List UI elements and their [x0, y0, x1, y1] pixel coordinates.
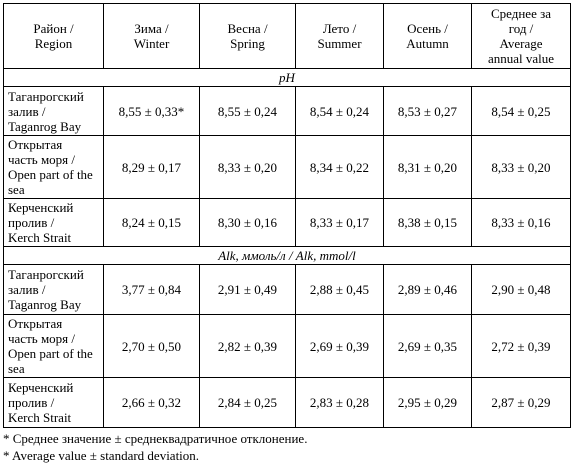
table-row: Открытая часть моря / Open part of the s…	[3, 314, 571, 378]
value-cell-autumn: 8,31 ± 0,20	[383, 135, 472, 199]
value-cell-autumn: 2,89 ± 0,46	[383, 264, 472, 315]
value-cell-annual: 2,72 ± 0,39	[471, 314, 571, 378]
section-title-ph: pH	[3, 68, 571, 87]
region-cell: Керченский пролив / Kerch Strait	[3, 377, 104, 428]
header-region: Район / Region	[3, 3, 104, 69]
region-cell: Керченский пролив / Kerch Strait	[3, 198, 104, 247]
data-table-wrapper: Район / Region Зима / Winter Весна / Spr…	[3, 3, 571, 428]
value-cell-winter: 8,24 ± 0,15	[103, 198, 200, 247]
header-winter: Зима / Winter	[103, 3, 200, 69]
value-cell-summer: 8,54 ± 0,24	[295, 86, 384, 136]
value-cell-annual: 8,54 ± 0,25	[471, 86, 571, 136]
region-cell: Открытая часть моря / Open part of the s…	[3, 135, 104, 199]
table-row: Керченский пролив / Kerch Strait 8,24 ± …	[3, 198, 571, 247]
value-cell-summer: 2,83 ± 0,28	[295, 377, 384, 428]
value-cell-autumn: 8,53 ± 0,27	[383, 86, 472, 136]
region-cell: Открытая часть моря / Open part of the s…	[3, 314, 104, 378]
header-row: Район / Region Зима / Winter Весна / Spr…	[3, 3, 571, 69]
value-cell-winter: 2,66 ± 0,32	[103, 377, 200, 428]
value-cell-annual: 2,87 ± 0,29	[471, 377, 571, 428]
region-cell: Таганрогский залив / Taganrog Bay	[3, 86, 104, 136]
section-title-alkalinity: Alk, ммоль/л / Alk, mmol/l	[3, 246, 571, 265]
table-row: Таганрогский залив / Taganrog Bay 8,55 ±…	[3, 86, 571, 136]
header-summer: Лето / Summer	[295, 3, 384, 69]
header-spring: Весна / Spring	[199, 3, 296, 69]
value-cell-spring: 8,55 ± 0,24	[199, 86, 296, 136]
section-title-row: Alk, ммоль/л / Alk, mmol/l	[3, 246, 571, 265]
value-cell-summer: 8,33 ± 0,17	[295, 198, 384, 247]
header-autumn: Осень / Autumn	[383, 3, 472, 69]
footnotes: * Среднее значение ± среднеквадратичное …	[3, 430, 307, 464]
value-cell-summer: 2,88 ± 0,45	[295, 264, 384, 315]
value-cell-spring: 8,30 ± 0,16	[199, 198, 296, 247]
value-cell-winter: 2,70 ± 0,50	[103, 314, 200, 378]
value-cell-winter: 8,55 ± 0,33*	[103, 86, 200, 136]
value-cell-spring: 2,91 ± 0,49	[199, 264, 296, 315]
table-row: Керченский пролив / Kerch Strait 2,66 ± …	[3, 377, 571, 428]
value-cell-autumn: 8,38 ± 0,15	[383, 198, 472, 247]
value-cell-summer: 2,69 ± 0,39	[295, 314, 384, 378]
value-cell-spring: 2,84 ± 0,25	[199, 377, 296, 428]
table-row: Открытая часть моря / Open part of the s…	[3, 135, 571, 199]
seasonal-ph-alkalinity-table: Район / Region Зима / Winter Весна / Spr…	[3, 3, 571, 428]
value-cell-spring: 8,33 ± 0,20	[199, 135, 296, 199]
region-cell: Таганрогский залив / Taganrog Bay	[3, 264, 104, 315]
section-title-row: pH	[3, 68, 571, 87]
footnote-russian: * Среднее значение ± среднеквадратичное …	[3, 431, 308, 446]
value-cell-annual: 8,33 ± 0,16	[471, 198, 571, 247]
value-cell-annual: 8,33 ± 0,20	[471, 135, 571, 199]
value-cell-winter: 8,29 ± 0,17	[103, 135, 200, 199]
footnote-english: * Average value ± standard deviation.	[3, 448, 200, 463]
value-cell-spring: 2,82 ± 0,39	[199, 314, 296, 378]
table-row: Таганрогский залив / Taganrog Bay 3,77 ±…	[3, 264, 571, 315]
value-cell-autumn: 2,69 ± 0,35	[383, 314, 472, 378]
value-cell-summer: 8,34 ± 0,22	[295, 135, 384, 199]
value-cell-autumn: 2,95 ± 0,29	[383, 377, 472, 428]
value-cell-winter: 3,77 ± 0,84	[103, 264, 200, 315]
header-annual: Среднее за год / Average annual value	[471, 3, 571, 69]
value-cell-annual: 2,90 ± 0,48	[471, 264, 571, 315]
